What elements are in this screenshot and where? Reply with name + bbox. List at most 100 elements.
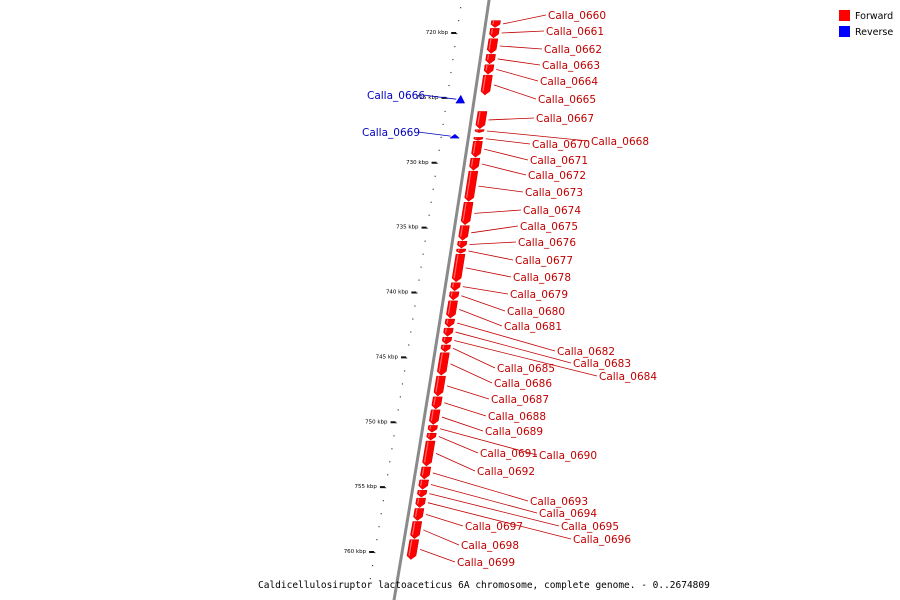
- gene-arrow[interactable]: [460, 202, 474, 226]
- tick-label: 720 kbp: [426, 30, 449, 36]
- gene-arrow[interactable]: [471, 141, 483, 158]
- gene-arrow[interactable]: [455, 94, 466, 104]
- gene-label[interactable]: Calla_0692: [477, 466, 535, 478]
- gene-label[interactable]: Calla_0684: [599, 371, 657, 383]
- gene-arrow-highlight: [458, 241, 461, 246]
- gene-label[interactable]: Calla_0660: [548, 10, 606, 22]
- gene-leader-line: [456, 322, 556, 352]
- gene-leader-line: [485, 138, 531, 145]
- gene-arrow[interactable]: [458, 225, 470, 241]
- gene-arrow-highlight: [438, 353, 443, 372]
- gene-arrow[interactable]: [473, 137, 484, 141]
- gene-arrow[interactable]: [422, 440, 436, 467]
- gene-arrow[interactable]: [406, 539, 420, 560]
- gene-label[interactable]: Calla_0664: [540, 76, 598, 88]
- gene-label[interactable]: Calla_0695: [561, 521, 619, 533]
- gene-arrow[interactable]: [456, 248, 467, 254]
- gene-arrow-highlight: [487, 54, 490, 61]
- gene-leader-line: [422, 94, 457, 100]
- gene-arrow[interactable]: [420, 466, 432, 480]
- gene-label[interactable]: Calla_0683: [573, 358, 631, 370]
- gene-label[interactable]: Calla_0671: [530, 155, 588, 167]
- gene-label[interactable]: Calla_0688: [488, 411, 546, 423]
- gene-arrow[interactable]: [483, 64, 495, 75]
- minor-tick: [418, 279, 420, 281]
- gene-arrow[interactable]: [429, 409, 441, 425]
- gene-leader-line: [478, 185, 524, 193]
- minor-tick: [387, 474, 389, 476]
- gene-label[interactable]: Calla_0697: [465, 521, 523, 533]
- gene-label[interactable]: Calla_0668: [591, 136, 649, 148]
- minor-tick: [376, 539, 378, 541]
- gene-arrow[interactable]: [451, 253, 466, 283]
- minor-tick: [452, 58, 454, 61]
- gene-label[interactable]: Calla_0669: [362, 127, 420, 139]
- gene-arrow[interactable]: [415, 497, 427, 508]
- gene-arrow[interactable]: [486, 38, 499, 54]
- gene-arrow[interactable]: [446, 300, 458, 319]
- gene-label[interactable]: Calla_0685: [497, 363, 555, 375]
- gene-label[interactable]: Calla_0672: [528, 170, 586, 182]
- gene-label[interactable]: Calla_0663: [542, 60, 600, 72]
- gene-features: [406, 20, 501, 560]
- major-tick: [421, 226, 427, 229]
- gene-arrow[interactable]: [410, 521, 423, 540]
- gene-arrow-highlight: [488, 39, 492, 50]
- gene-label[interactable]: Calla_0680: [507, 306, 565, 318]
- gene-label[interactable]: Calla_0694: [539, 508, 597, 520]
- gene-label[interactable]: Calla_0682: [557, 346, 615, 358]
- gene-arrow[interactable]: [485, 54, 496, 65]
- gene-arrow[interactable]: [464, 170, 479, 202]
- gene-label[interactable]: Calla_0698: [461, 540, 519, 552]
- gene-arrow[interactable]: [418, 479, 430, 490]
- gene-leader-line: [454, 340, 598, 377]
- gene-label[interactable]: Calla_0691: [480, 448, 538, 460]
- gene-arrow[interactable]: [413, 508, 425, 521]
- gene-label[interactable]: Calla_0678: [513, 272, 571, 284]
- gene-label[interactable]: Calla_0666: [367, 90, 425, 102]
- gene-label[interactable]: Calla_0673: [525, 187, 583, 199]
- gene-arrow[interactable]: [449, 133, 460, 139]
- minor-tick: [456, 33, 458, 35]
- gene-label[interactable]: Calla_0696: [573, 534, 631, 546]
- gene-arrow[interactable]: [474, 129, 485, 133]
- gene-arrow[interactable]: [433, 375, 446, 397]
- minor-tick: [460, 7, 462, 9]
- gene-label[interactable]: Calla_0681: [504, 321, 562, 333]
- gene-label[interactable]: Calla_0661: [546, 26, 604, 38]
- gene-arrow-highlight: [417, 498, 420, 505]
- minor-tick: [384, 487, 387, 489]
- gene-label[interactable]: Calla_0674: [523, 205, 581, 217]
- gene-label[interactable]: Calla_0689: [485, 426, 543, 438]
- gene-arrow[interactable]: [469, 157, 481, 171]
- gene-arrow[interactable]: [489, 28, 500, 39]
- gene-label[interactable]: Calla_0699: [457, 557, 515, 569]
- tick-label: 740 kbp: [386, 290, 409, 296]
- minor-tick: [430, 201, 432, 203]
- gene-label[interactable]: Calla_0670: [532, 139, 590, 151]
- minor-tick: [401, 383, 404, 385]
- gene-arrow[interactable]: [475, 111, 488, 130]
- minor-tick: [436, 162, 438, 164]
- gene-leader-line: [502, 14, 547, 25]
- gene-label[interactable]: Calla_0679: [510, 289, 568, 301]
- gene-arrow[interactable]: [480, 74, 493, 96]
- gene-label[interactable]: Calla_0676: [518, 237, 576, 249]
- gene-label[interactable]: Calla_0662: [544, 44, 602, 56]
- gene-label[interactable]: Calla_0677: [515, 255, 573, 267]
- minor-tick: [399, 396, 401, 398]
- gene-label[interactable]: Calla_0690: [539, 450, 597, 462]
- gene-leader-line: [427, 502, 572, 540]
- gene-leader-line: [465, 267, 512, 278]
- minor-tick: [410, 331, 412, 333]
- gene-leader-line: [468, 250, 514, 261]
- gene-label[interactable]: Calla_0667: [536, 113, 594, 125]
- gene-arrow[interactable]: [431, 396, 443, 410]
- gene-label[interactable]: Calla_0665: [538, 94, 596, 106]
- gene-label[interactable]: Calla_0686: [494, 378, 552, 390]
- gene-arrow[interactable]: [436, 352, 450, 376]
- gene-label[interactable]: Calla_0693: [530, 496, 588, 508]
- gene-label[interactable]: Calla_0687: [491, 394, 549, 406]
- gene-label[interactable]: Calla_0675: [520, 221, 578, 233]
- major-tick: [379, 486, 385, 489]
